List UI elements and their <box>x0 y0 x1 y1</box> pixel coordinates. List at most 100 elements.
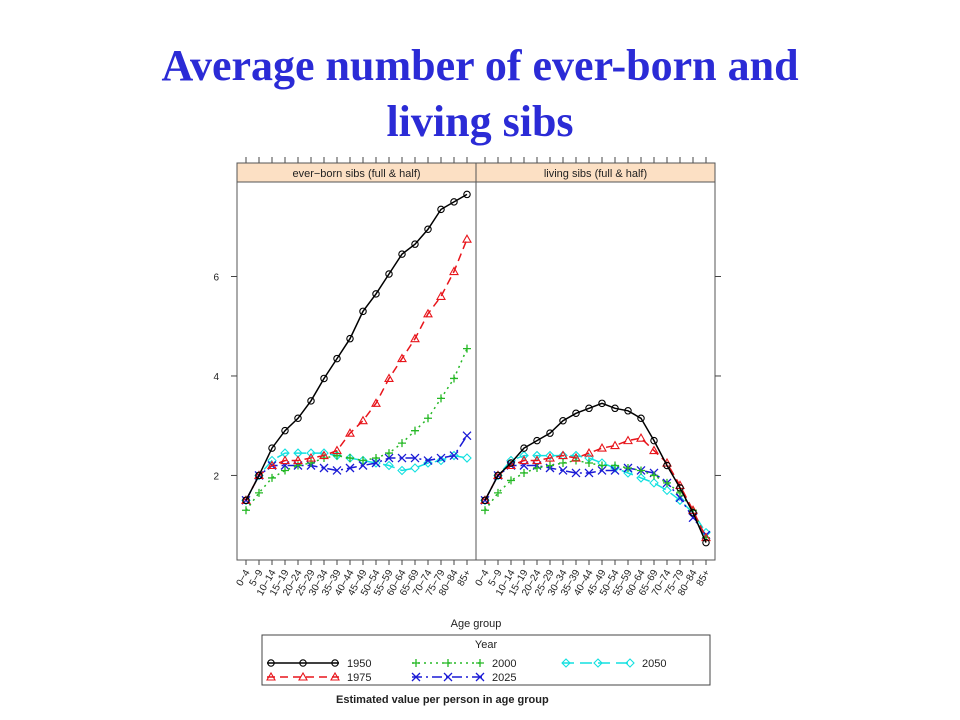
legend-marker-2050 <box>561 658 571 668</box>
data-point-1950 <box>294 414 302 422</box>
data-point-1950 <box>598 399 606 408</box>
data-point-2025 <box>319 463 329 473</box>
data-point-1975 <box>462 234 472 243</box>
legend-marker-1950 <box>299 659 307 667</box>
data-point-2000 <box>481 506 489 515</box>
data-point-2000 <box>624 463 632 472</box>
data-point-1950 <box>585 404 593 413</box>
data-point-1950 <box>663 461 671 470</box>
data-point-2050 <box>462 453 472 463</box>
data-point-2000 <box>463 344 471 353</box>
series-line-2025-everborn <box>245 435 468 501</box>
data-point-2025 <box>571 468 581 478</box>
series-line-1975-everborn <box>245 238 468 501</box>
data-point-2050 <box>436 455 446 466</box>
slide-title: Average number of ever-born and living s… <box>0 38 960 150</box>
data-point-2000 <box>268 473 276 482</box>
legend-label-2050: 2050 <box>642 658 666 670</box>
legend-label-1950: 1950 <box>347 658 371 670</box>
series-2000-living <box>481 456 710 542</box>
data-point-2000 <box>507 476 515 485</box>
x-tick-label: 85+ <box>695 568 713 588</box>
series-line-2000-everborn <box>245 348 468 511</box>
data-point-2025 <box>410 453 420 463</box>
data-point-2000 <box>585 459 593 468</box>
data-point-1975 <box>371 398 381 407</box>
series-2050-everborn <box>241 448 472 506</box>
data-point-1975 <box>332 445 342 455</box>
data-point-1975 <box>571 452 581 462</box>
data-point-2000 <box>450 374 458 383</box>
legend-item-2050: 2050 <box>561 658 666 670</box>
data-point-1950 <box>372 290 380 298</box>
series-line-1950-everborn <box>245 193 468 501</box>
panel-strip-label-living: living sibs (full & half) <box>544 168 647 180</box>
legend-item-1950: 1950 <box>267 658 371 670</box>
data-point-1950 <box>689 508 697 517</box>
data-point-1975 <box>423 308 433 318</box>
data-point-1950 <box>559 416 567 425</box>
legend-marker-2025 <box>443 672 453 682</box>
legend-marker-1975 <box>330 671 340 681</box>
slide-title-line-2: living sibs <box>386 97 574 146</box>
data-point-1975 <box>519 455 529 465</box>
data-point-1950 <box>333 354 341 363</box>
data-point-1950 <box>268 444 276 452</box>
legend-marker-2000 <box>444 659 452 667</box>
data-point-2000 <box>385 449 393 458</box>
legend-item-2000: 2000 <box>412 658 516 670</box>
data-point-1950 <box>676 484 684 492</box>
legend-marker-1975 <box>298 671 308 681</box>
data-point-2025 <box>610 466 620 475</box>
data-point-1975 <box>545 452 555 462</box>
data-point-1975 <box>558 450 568 460</box>
data-point-1950 <box>637 414 645 422</box>
data-point-1975 <box>449 266 459 276</box>
data-point-2025 <box>597 466 607 475</box>
legend-marker-2025 <box>475 672 485 682</box>
data-point-2000 <box>255 488 263 497</box>
data-point-2050 <box>675 495 685 506</box>
data-point-1950 <box>450 198 458 206</box>
data-point-2000 <box>494 488 502 497</box>
legend-marker-2050 <box>625 658 635 668</box>
data-point-2050 <box>449 450 459 461</box>
data-point-2000 <box>411 426 419 435</box>
data-point-1950 <box>494 471 502 480</box>
data-point-1950 <box>398 250 406 258</box>
data-point-2050 <box>267 455 277 466</box>
data-point-2025 <box>584 468 594 478</box>
data-point-1950 <box>307 397 315 405</box>
data-point-1950 <box>624 407 632 415</box>
data-point-2000 <box>611 461 619 470</box>
legend-label-1975: 1975 <box>347 672 371 684</box>
series-1950-everborn <box>242 190 471 505</box>
data-point-2000 <box>437 394 445 403</box>
legend-title: Year <box>475 639 498 651</box>
data-point-1975 <box>636 433 646 442</box>
series-1975-living <box>480 433 711 542</box>
data-point-1950 <box>320 374 328 383</box>
panel-strip-label-everborn: ever−born sibs (full & half) <box>292 168 420 180</box>
data-point-2000 <box>398 439 406 448</box>
data-point-2050 <box>636 473 646 483</box>
data-point-2025 <box>519 461 529 470</box>
data-point-2000 <box>424 414 432 423</box>
data-point-1975 <box>584 447 594 457</box>
slide-title-line-1: Average number of ever-born and <box>161 41 799 90</box>
legend-marker-2025 <box>411 672 421 682</box>
data-point-2025 <box>436 453 446 463</box>
data-point-1950 <box>242 496 250 505</box>
data-point-2025 <box>397 453 407 463</box>
data-point-2025 <box>462 431 472 441</box>
data-point-1975 <box>358 415 368 425</box>
data-point-1950 <box>702 538 710 547</box>
series-2025-everborn <box>241 431 472 505</box>
data-point-1975 <box>293 455 303 465</box>
data-point-2000 <box>307 459 315 468</box>
data-point-2025 <box>558 466 568 475</box>
data-point-1950 <box>546 429 554 437</box>
data-point-1950 <box>507 459 515 467</box>
data-point-1975 <box>532 455 542 465</box>
